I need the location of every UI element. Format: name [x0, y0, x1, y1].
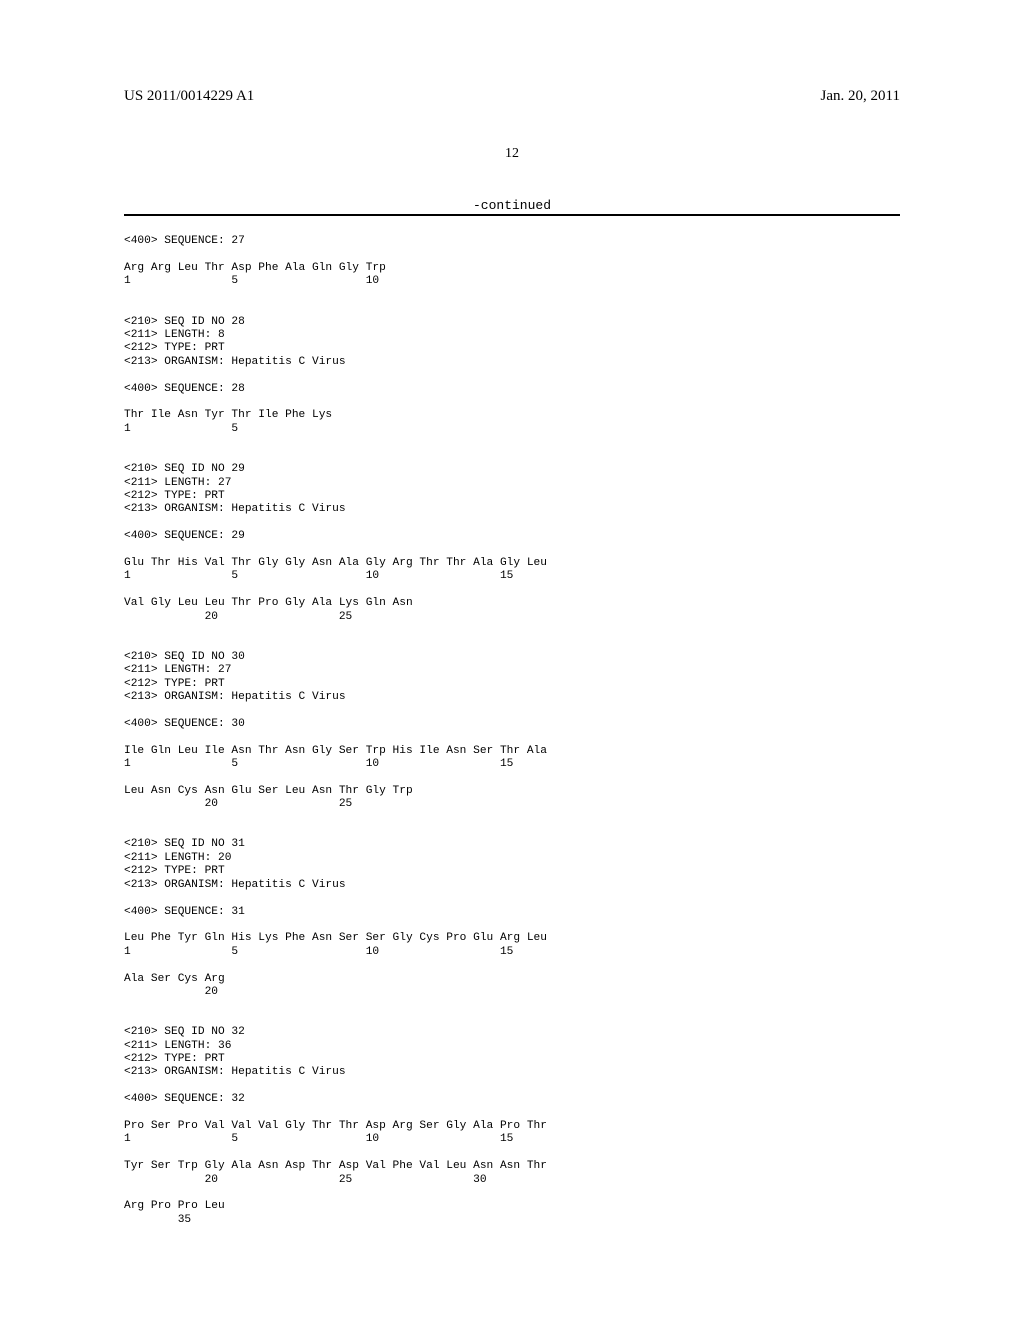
header-pub-number: US 2011/0014229 A1: [124, 88, 254, 105]
sequence-listing: <400> SEQUENCE: 27 Arg Arg Leu Thr Asp P…: [124, 235, 900, 1227]
horizontal-rule: [124, 214, 900, 216]
page-number: 12: [0, 146, 1024, 162]
continued-label: -continued: [0, 198, 1024, 213]
page-container: US 2011/0014229 A1 Jan. 20, 2011 12 -con…: [0, 0, 1024, 1320]
header-date: Jan. 20, 2011: [821, 88, 900, 105]
